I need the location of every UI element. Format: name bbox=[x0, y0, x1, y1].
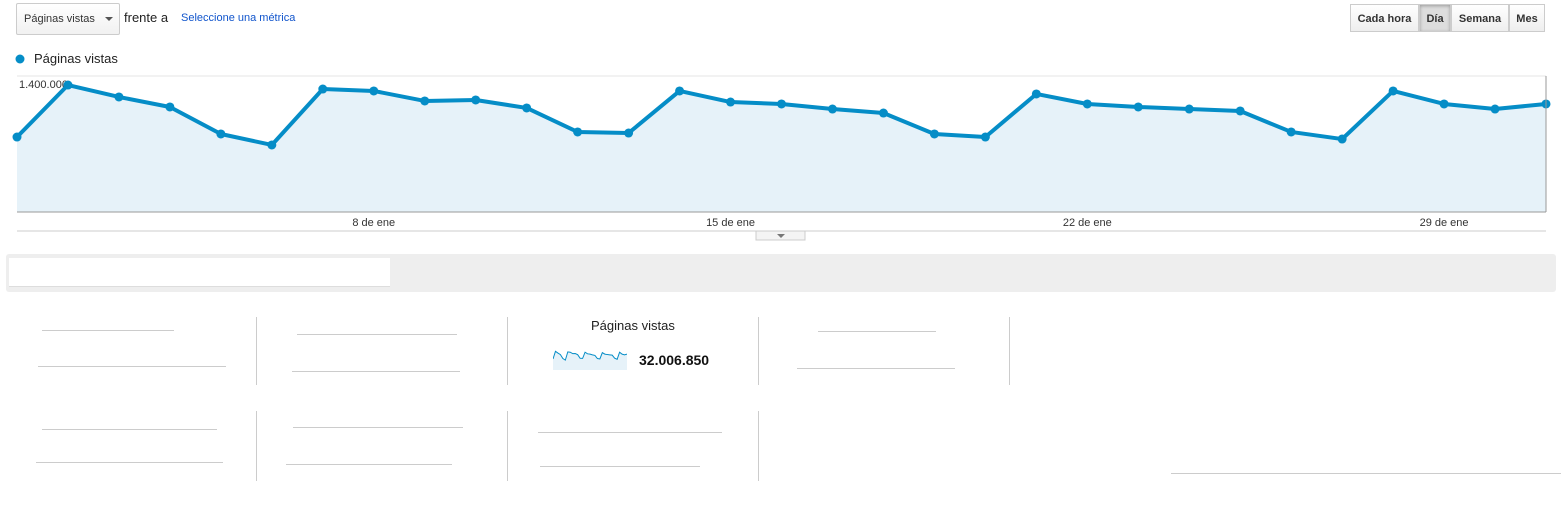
point bbox=[980, 132, 990, 142]
point bbox=[1490, 104, 1500, 114]
x-tick-label: 15 de ene bbox=[706, 217, 755, 229]
point bbox=[1235, 106, 1245, 116]
x-tick-label: 22 de ene bbox=[1063, 217, 1112, 229]
point bbox=[1082, 99, 1092, 109]
point bbox=[1337, 134, 1347, 144]
point bbox=[1184, 104, 1194, 114]
metric-select[interactable]: Páginas vistas bbox=[16, 3, 120, 35]
point bbox=[318, 84, 328, 94]
point bbox=[216, 129, 226, 139]
scorecard-value: 32.006.850 bbox=[639, 352, 710, 368]
point bbox=[777, 99, 786, 109]
point bbox=[827, 104, 837, 114]
period-button[interactable]: Mes bbox=[1509, 4, 1545, 32]
point bbox=[1439, 99, 1449, 109]
point bbox=[878, 108, 888, 118]
point bbox=[267, 140, 277, 150]
point bbox=[369, 86, 379, 96]
point bbox=[522, 103, 532, 113]
legend-label: Páginas vistas bbox=[34, 51, 118, 66]
point bbox=[420, 96, 430, 106]
point bbox=[1031, 89, 1041, 99]
sparkline-line bbox=[553, 350, 627, 361]
period-button[interactable]: Semana bbox=[1451, 4, 1509, 32]
metric-select-label: Páginas vistas bbox=[24, 13, 95, 25]
select-metric-link[interactable]: Seleccione una métrica bbox=[181, 12, 296, 24]
x-tick-label: 8 de ene bbox=[352, 217, 395, 229]
sparkline bbox=[553, 350, 627, 370]
point bbox=[1286, 127, 1296, 137]
point bbox=[1133, 102, 1143, 112]
point bbox=[63, 80, 73, 90]
tab-bar bbox=[6, 254, 1556, 292]
y-tick-label: 1.400.000 bbox=[19, 79, 68, 91]
versus-label: frente a bbox=[124, 10, 169, 25]
dropdown-arrow bbox=[105, 17, 113, 21]
period-button[interactable]: Cada hora bbox=[1350, 4, 1419, 32]
point bbox=[675, 86, 685, 96]
point bbox=[726, 97, 736, 107]
point bbox=[12, 132, 22, 142]
x-tick-label: 29 de ene bbox=[1420, 217, 1469, 229]
area bbox=[17, 85, 1546, 212]
point bbox=[1388, 86, 1398, 96]
point bbox=[114, 92, 124, 102]
point bbox=[624, 128, 634, 138]
point bbox=[165, 102, 175, 112]
sparkline-area bbox=[553, 351, 627, 370]
point bbox=[573, 127, 583, 137]
tab[interactable] bbox=[9, 258, 390, 287]
point bbox=[471, 95, 481, 105]
scorecard-title: Páginas vistas bbox=[591, 318, 675, 333]
period-button[interactable]: Día bbox=[1419, 4, 1451, 32]
expand-arrow bbox=[777, 234, 785, 238]
point bbox=[929, 129, 939, 139]
legend-marker bbox=[15, 54, 25, 64]
